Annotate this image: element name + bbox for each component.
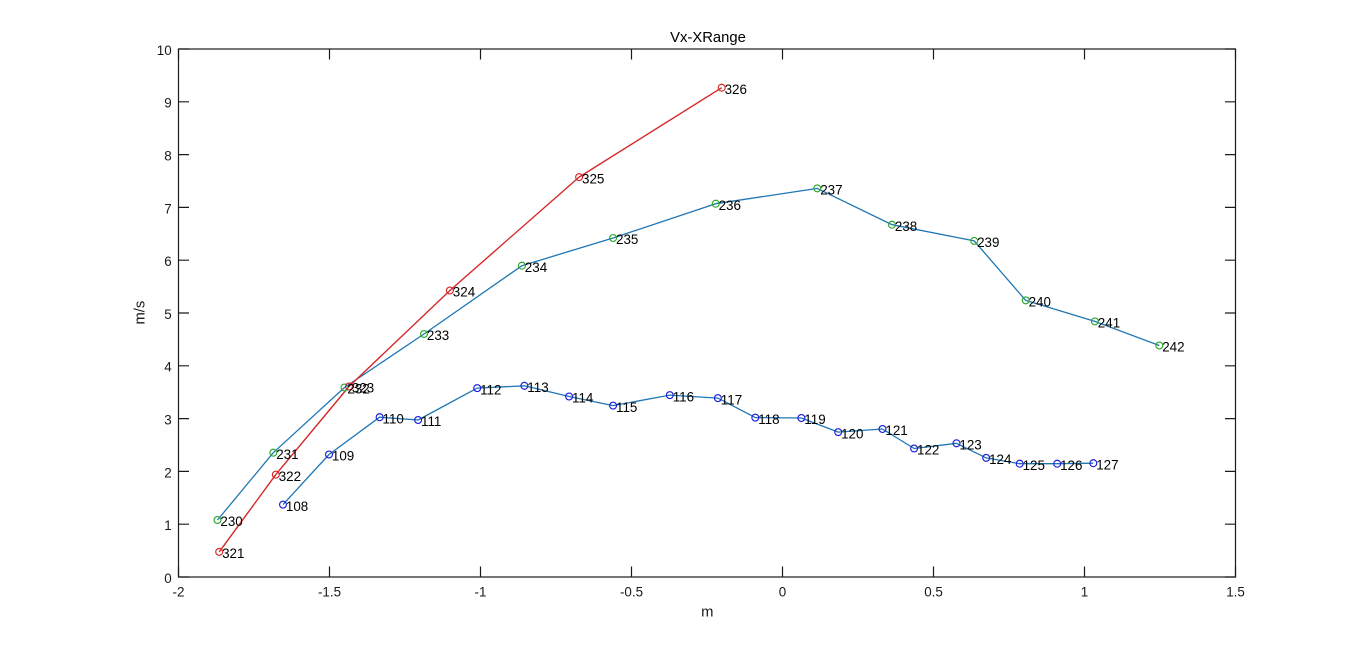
svg-text:m/s: m/s — [133, 301, 149, 325]
svg-text:0: 0 — [779, 585, 786, 600]
svg-text:230: 230 — [220, 514, 242, 529]
svg-text:322: 322 — [279, 469, 301, 484]
svg-text:240: 240 — [1029, 295, 1051, 310]
svg-text:-1.5: -1.5 — [318, 585, 341, 600]
svg-text:3: 3 — [164, 413, 171, 428]
svg-text:123: 123 — [959, 438, 981, 453]
svg-text:121: 121 — [885, 423, 907, 438]
svg-text:1: 1 — [164, 518, 171, 533]
svg-text:0.5: 0.5 — [924, 585, 943, 600]
svg-text:108: 108 — [286, 499, 308, 514]
svg-text:1: 1 — [1081, 585, 1088, 600]
svg-text:323: 323 — [352, 381, 374, 396]
svg-text:8: 8 — [164, 149, 171, 164]
svg-text:321: 321 — [222, 546, 244, 561]
svg-text:115: 115 — [616, 400, 637, 415]
svg-text:127: 127 — [1096, 457, 1118, 472]
svg-text:113: 113 — [527, 380, 548, 395]
svg-text:119: 119 — [804, 412, 825, 427]
svg-text:1.5: 1.5 — [1226, 585, 1245, 600]
svg-text:231: 231 — [276, 447, 298, 462]
svg-text:122: 122 — [917, 443, 939, 458]
svg-text:236: 236 — [719, 198, 741, 213]
svg-text:239: 239 — [977, 235, 999, 250]
svg-text:114: 114 — [572, 391, 594, 406]
svg-text:m: m — [701, 605, 713, 621]
svg-text:9: 9 — [164, 96, 171, 111]
svg-text:242: 242 — [1162, 340, 1184, 355]
svg-text:124: 124 — [989, 452, 1012, 467]
svg-text:5: 5 — [164, 307, 171, 322]
svg-text:-1: -1 — [475, 585, 487, 600]
svg-text:234: 234 — [525, 260, 548, 275]
svg-text:109: 109 — [332, 449, 354, 464]
svg-text:112: 112 — [480, 382, 501, 397]
svg-text:116: 116 — [673, 389, 694, 404]
svg-text:2: 2 — [164, 465, 171, 480]
svg-text:10: 10 — [157, 43, 172, 58]
svg-text:232: 232 — [347, 382, 369, 397]
svg-text:125: 125 — [1023, 458, 1045, 473]
svg-text:238: 238 — [895, 219, 917, 234]
svg-text:326: 326 — [725, 82, 747, 97]
svg-text:126: 126 — [1060, 458, 1082, 473]
svg-text:Vx-XRange: Vx-XRange — [670, 30, 746, 46]
svg-text:111: 111 — [421, 414, 441, 429]
svg-text:324: 324 — [453, 285, 476, 300]
svg-text:0: 0 — [164, 571, 171, 586]
svg-text:6: 6 — [164, 254, 171, 269]
svg-text:325: 325 — [582, 171, 604, 186]
svg-text:241: 241 — [1098, 316, 1120, 331]
svg-text:235: 235 — [616, 232, 638, 247]
svg-text:118: 118 — [758, 412, 779, 427]
svg-text:4: 4 — [164, 360, 172, 375]
svg-text:7: 7 — [164, 201, 171, 216]
svg-text:117: 117 — [721, 392, 742, 407]
svg-text:120: 120 — [841, 426, 863, 441]
svg-text:233: 233 — [427, 328, 449, 343]
svg-text:237: 237 — [820, 183, 842, 198]
svg-text:-0.5: -0.5 — [620, 585, 643, 600]
svg-text:110: 110 — [383, 411, 404, 426]
svg-text:-2: -2 — [173, 585, 185, 600]
